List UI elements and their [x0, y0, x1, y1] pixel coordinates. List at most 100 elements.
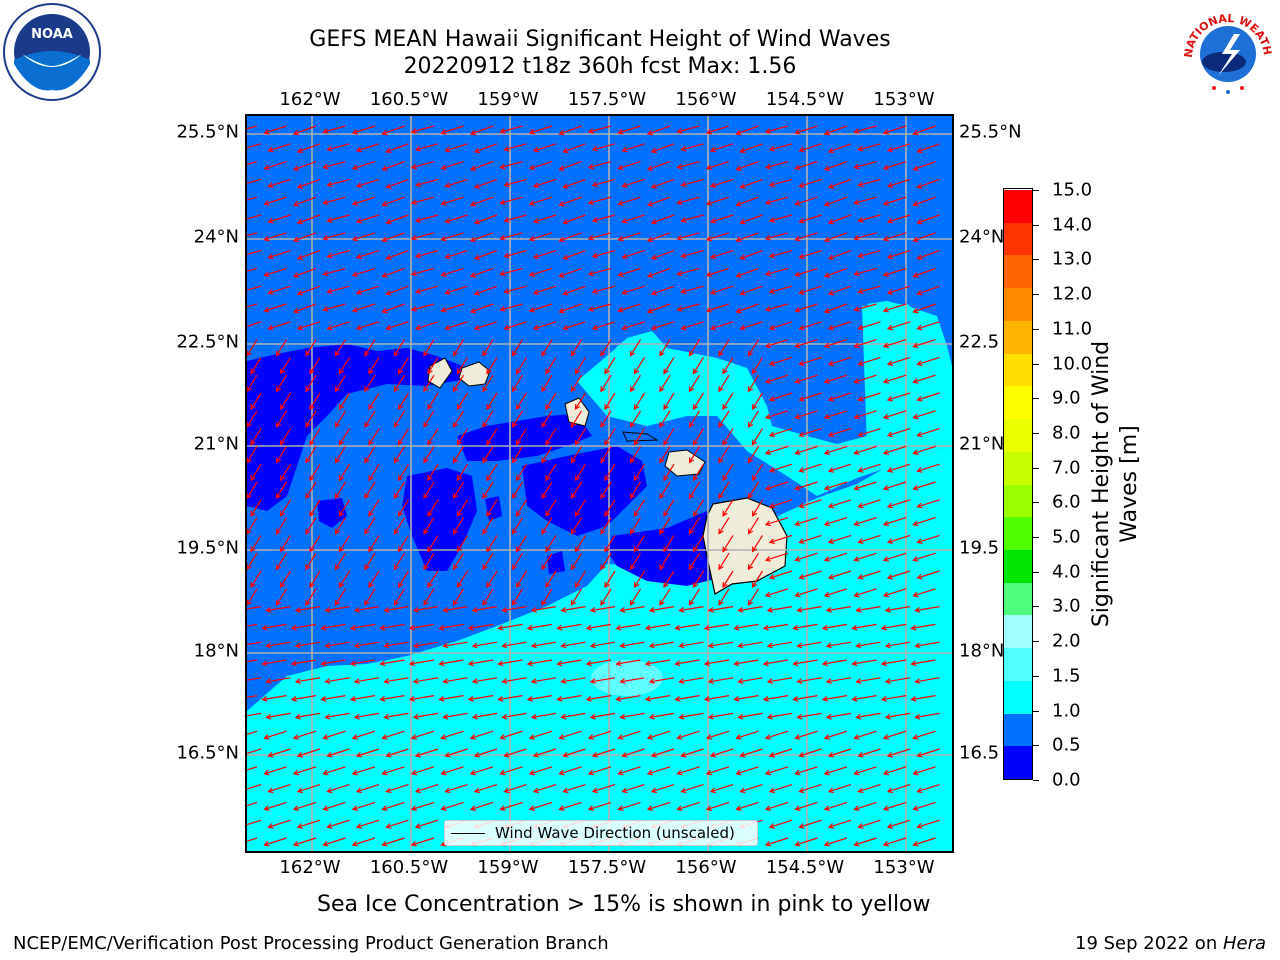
wave-direction-arrow	[482, 517, 494, 535]
wave-direction-arrow	[574, 463, 587, 482]
wave-direction-arrow	[604, 535, 616, 553]
wave-direction-arrow	[290, 659, 317, 667]
wave-direction-arrow	[440, 801, 464, 811]
island-oahu	[564, 397, 590, 427]
wave-direction-arrow	[882, 837, 907, 847]
wave-direction-arrow	[794, 552, 818, 562]
wave-direction-arrow	[821, 623, 848, 631]
colorbar-tick-mark	[1033, 294, 1039, 296]
wave-direction-arrow	[558, 161, 582, 171]
wave-direction-arrow	[247, 837, 258, 842]
wave-direction-arrow	[334, 339, 347, 357]
wave-direction-arrow	[364, 446, 376, 464]
wave-direction-arrow	[305, 481, 317, 500]
wave-direction-arrow	[633, 499, 646, 517]
lon-tick-top: 160.5°W	[369, 89, 449, 110]
wave-direction-arrow	[440, 730, 464, 740]
wave-direction-arrow	[326, 285, 350, 294]
wave-direction-arrow	[644, 659, 671, 667]
wave-direction-arrow	[528, 125, 553, 135]
wave-direction-arrow	[397, 535, 410, 553]
wave-direction-arrow	[882, 161, 907, 171]
wave-direction-arrow	[646, 267, 671, 278]
colorbar	[1003, 188, 1033, 780]
wave-direction-arrow	[703, 659, 730, 667]
wave-direction-arrow	[545, 357, 557, 375]
wave-direction-arrow	[825, 641, 852, 649]
wave-direction-arrow	[648, 677, 675, 685]
wave-direction-arrow	[629, 552, 642, 571]
wave-direction-arrow	[515, 428, 528, 446]
wave-direction-arrow	[452, 517, 465, 535]
wave-direction-arrow	[247, 606, 262, 610]
wave-direction-arrow	[381, 125, 405, 136]
wave-direction-arrow	[663, 499, 675, 517]
wave-direction-arrow	[351, 730, 376, 740]
wave-direction-arrow	[305, 446, 317, 464]
wave-direction-arrow	[722, 499, 734, 517]
wave-direction-arrow	[469, 267, 494, 278]
wave-direction-arrow	[423, 410, 435, 428]
wave-direction-arrow	[423, 374, 435, 393]
wave-direction-arrow	[794, 517, 818, 527]
colorbar-band	[1004, 254, 1032, 289]
wave-direction-arrow	[823, 410, 848, 420]
wave-direction-arrow	[735, 161, 759, 171]
wave-direction-arrow	[385, 250, 409, 260]
wave-direction-arrow	[456, 570, 469, 589]
wave-direction-arrow	[648, 606, 675, 613]
wave-direction-arrow	[705, 267, 730, 277]
wave-direction-arrow	[247, 410, 258, 428]
wave-direction-arrow	[676, 161, 700, 170]
wave-direction-arrow	[338, 357, 351, 375]
wave-direction-arrow	[515, 499, 528, 517]
wave-direction-arrow	[423, 552, 435, 571]
wave-direction-arrow	[882, 588, 907, 598]
wave-direction-arrow	[414, 178, 439, 188]
wave-direction-arrow	[351, 232, 376, 242]
wave-direction-arrow	[747, 517, 760, 535]
wave-direction-arrow	[707, 641, 734, 649]
wave-direction-arrow	[322, 303, 346, 312]
wave-direction-arrow	[884, 677, 911, 685]
wave-direction-arrow	[659, 410, 671, 428]
wave-direction-arrow	[857, 428, 881, 438]
wave-direction-arrow	[621, 285, 645, 295]
wave-direction-arrow	[823, 517, 848, 527]
wave-direction-arrow	[427, 428, 439, 446]
wave-direction-arrow	[650, 321, 675, 331]
wave-direction-arrow	[427, 463, 439, 482]
colorbar-label-line1: Significant Height of Wind	[1089, 340, 1114, 628]
wave-direction-arrow	[247, 748, 262, 755]
wave-direction-arrow	[604, 428, 616, 446]
wave-direction-arrow	[659, 339, 671, 357]
wave-direction-arrow	[503, 178, 527, 188]
wave-direction-arrow	[768, 143, 793, 152]
wave-direction-arrow	[857, 748, 881, 758]
wave-direction-arrow	[503, 214, 527, 223]
wave-direction-arrow	[486, 428, 498, 446]
wave-direction-arrow	[587, 232, 612, 241]
wave-direction-arrow	[880, 659, 907, 667]
wave-direction-arrow	[440, 161, 464, 171]
wave-direction-arrow	[629, 446, 642, 464]
wave-direction-arrow	[733, 659, 759, 667]
wave-direction-arrow	[886, 250, 911, 260]
wave-direction-arrow	[338, 535, 351, 553]
wave-direction-arrow	[798, 356, 822, 366]
wave-direction-arrow	[408, 695, 435, 702]
wave-direction-arrow	[334, 410, 347, 428]
wave-direction-arrow	[747, 339, 760, 357]
wave-direction-arrow	[471, 712, 498, 720]
wave-direction-arrow	[916, 428, 940, 438]
wave-direction-arrow	[857, 463, 881, 473]
wave-direction-arrow	[471, 641, 498, 649]
wave-direction-arrow	[676, 196, 700, 205]
wave-direction-arrow	[764, 161, 789, 170]
noaa-logo: NOAA	[2, 2, 102, 106]
wave-direction-arrow	[912, 481, 936, 491]
wave-direction-arrow	[322, 766, 346, 776]
wave-direction-arrow	[247, 552, 258, 570]
wave-direction-arrow	[910, 659, 936, 667]
wave-direction-arrow	[275, 374, 288, 393]
